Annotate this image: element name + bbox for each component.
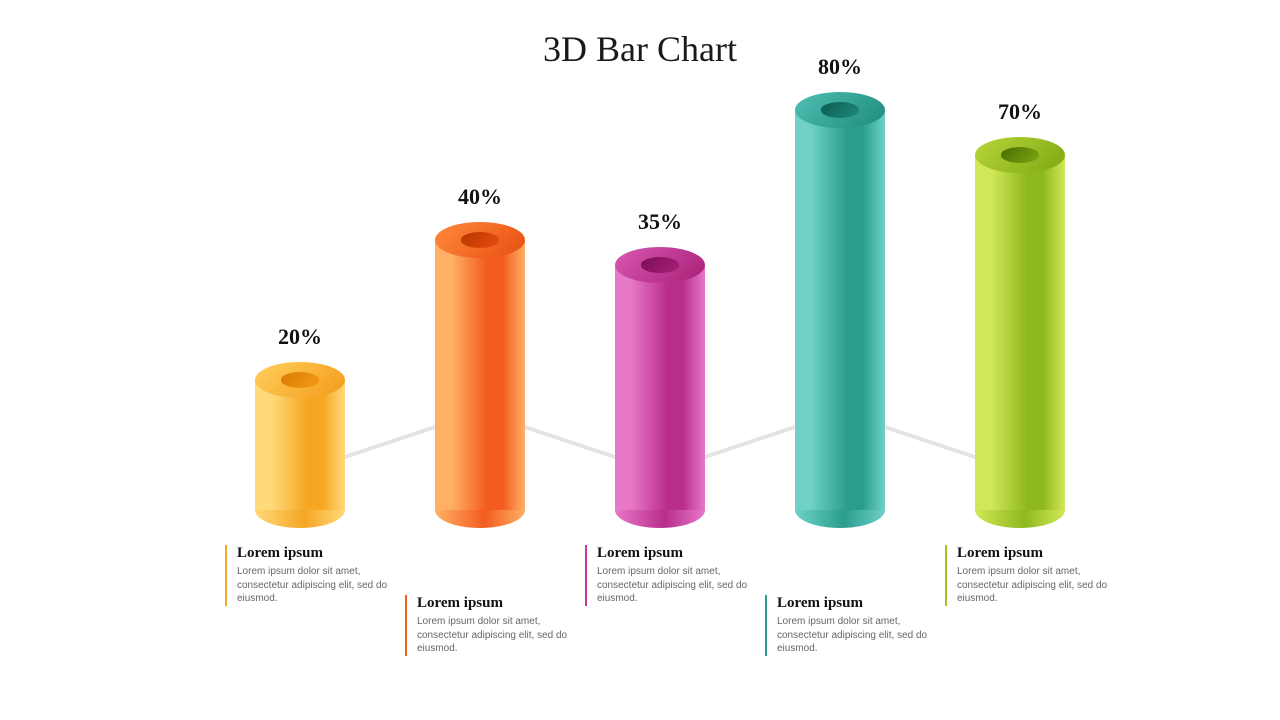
cylinder-body [435, 240, 525, 510]
bar-value-label: 40% [420, 184, 540, 210]
cylinder-body [975, 155, 1065, 510]
cylinder-body [615, 265, 705, 510]
cylinder-body [795, 110, 885, 510]
desc-body: Lorem ipsum dolor sit amet, consectetur … [597, 565, 755, 606]
desc-body: Lorem ipsum dolor sit amet, consectetur … [777, 615, 935, 656]
bar-description: Lorem ipsum Lorem ipsum dolor sit amet, c… [765, 595, 935, 656]
bar-value-label: 70% [960, 99, 1080, 125]
cylinder-hole [461, 232, 499, 247]
bar-description: Lorem ipsum Lorem ipsum dolor sit amet, c… [585, 545, 755, 606]
desc-body: Lorem ipsum dolor sit amet, consectetur … [417, 615, 575, 656]
chart-area: 20% Lorem ipsum Lorem ipsum dolor sit amet… [0, 0, 1280, 720]
bar-description: Lorem ipsum Lorem ipsum dolor sit amet, c… [225, 545, 395, 606]
desc-body: Lorem ipsum dolor sit amet, consectetur … [957, 565, 1115, 606]
desc-title: Lorem ipsum [417, 595, 575, 612]
desc-title: Lorem ipsum [237, 545, 395, 562]
desc-body: Lorem ipsum dolor sit amet, consectetur … [237, 565, 395, 606]
desc-title: Lorem ipsum [597, 545, 755, 562]
cylinder-hole [641, 257, 679, 272]
cylinder-bar [255, 380, 345, 510]
cylinder-hole [821, 102, 859, 117]
desc-title: Lorem ipsum [777, 595, 935, 612]
cylinder-bar [615, 265, 705, 510]
cylinder-hole [1001, 147, 1039, 162]
bar-value-label: 20% [240, 324, 360, 350]
bar-description: Lorem ipsum Lorem ipsum dolor sit amet, c… [405, 595, 575, 656]
cylinder-bar [975, 155, 1065, 510]
bar-description: Lorem ipsum Lorem ipsum dolor sit amet, c… [945, 545, 1115, 606]
desc-title: Lorem ipsum [957, 545, 1115, 562]
cylinder-body [255, 380, 345, 510]
cylinder-bar [795, 110, 885, 510]
bar-value-label: 80% [780, 54, 900, 80]
bar-value-label: 35% [600, 209, 720, 235]
cylinder-hole [281, 372, 319, 387]
cylinder-bar [435, 240, 525, 510]
